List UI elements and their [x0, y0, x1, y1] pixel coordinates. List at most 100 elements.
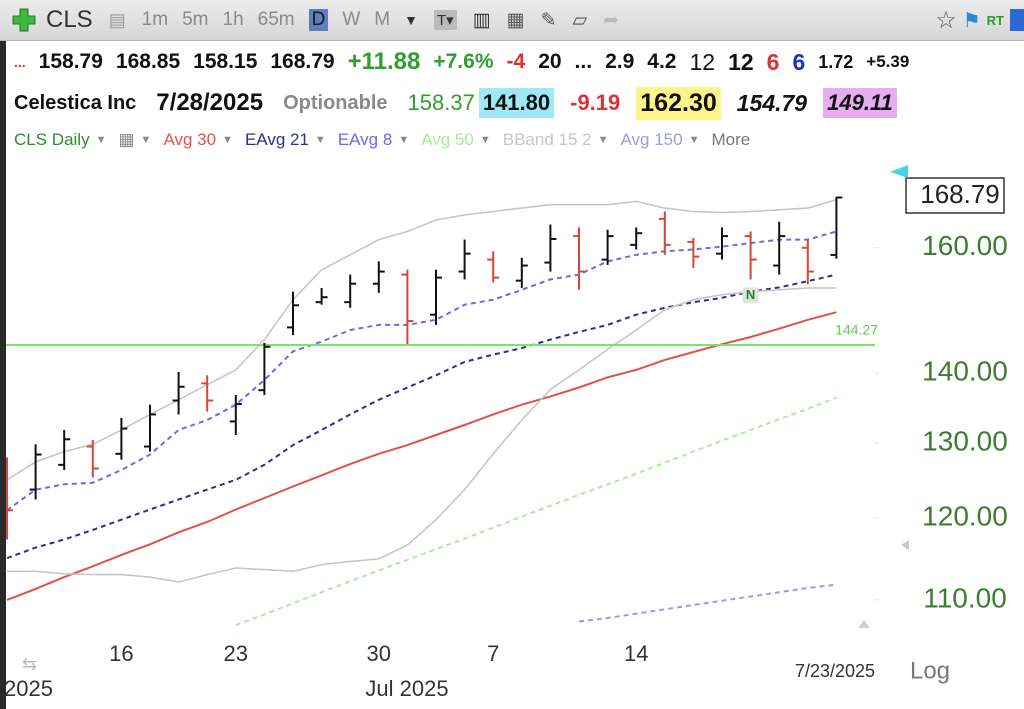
icon[interactable]: ☆ [935, 6, 957, 34]
more-button[interactable]: More [711, 130, 751, 149]
info-field: 162.30 [636, 86, 721, 120]
interval-button[interactable]: W [342, 9, 361, 30]
quote-field: ... [574, 50, 593, 73]
quote-field: ... [14, 54, 26, 70]
legend-entry[interactable]: BBand 15 2 [502, 130, 592, 149]
realtime[interactable]: RT [986, 12, 1004, 28]
annotation: N [746, 287, 755, 302]
quote-field: 168.79 [270, 50, 335, 73]
dropdown[interactable]: ▼ [688, 134, 700, 146]
info-field: 141.80 [478, 88, 555, 118]
toolbar: CLS ▤ 1m 5m 1h 65m D W M ▼ T▾ ▥ ▦ ✎ ▱ ➦ ☆ ⚑ RT [0, 0, 1024, 41]
quote-field: +7.6% [433, 50, 494, 73]
legend-entry[interactable]: Avg 50 [421, 130, 474, 149]
dropdown[interactable]: ▼ [479, 134, 491, 146]
info-field: -9.19 [570, 90, 621, 115]
price-marker [890, 165, 908, 178]
ma-line [235, 396, 837, 626]
band-upper [6, 198, 837, 481]
symbol[interactable]: CLS [46, 6, 93, 33]
quote-field: 12 [689, 48, 716, 75]
indicator-legend: CLS Daily ▼ ▦ ▼ Avg 30 ▼ EAvg 21 ▼ EAvg … [14, 126, 1024, 154]
company-name: Celestica Inc [14, 91, 137, 114]
quote-field: +5.39 [866, 52, 910, 71]
y-tick-label: 130.00 [922, 425, 1008, 456]
dropdown[interactable]: ▼ [398, 134, 410, 146]
icon[interactable]: ✎ [540, 9, 557, 31]
y-tick-label: 110.00 [923, 582, 1007, 613]
annotation-box [742, 287, 759, 304]
quote-field: +11.88 [347, 48, 421, 75]
icon[interactable]: ▥ [472, 9, 491, 31]
period-label: 2025 [4, 676, 53, 701]
icon[interactable]: ▦ [118, 130, 135, 149]
quote-field: 12 [728, 48, 754, 75]
band-lower [7, 287, 837, 583]
quote-field: 6 [792, 48, 806, 75]
dropdown[interactable]: ▼ [95, 134, 107, 146]
interval-button[interactable]: D [308, 9, 329, 31]
ma-line [578, 583, 837, 623]
y-tick-label: 140.00 [922, 356, 1008, 387]
legend-entry[interactable]: EAvg 8 [337, 130, 393, 149]
info-field: 158.37 [407, 90, 475, 115]
dropdown[interactable]: ▼ [314, 134, 326, 146]
ma-line [6, 311, 837, 601]
dropdown[interactable]: ▼ [404, 12, 418, 28]
quote-row: ... 158.79 168.85 158.15 168.79 +11.88 +… [14, 44, 1024, 80]
dropdown[interactable]: ▼ [597, 134, 609, 146]
level-label: 144.27 [835, 322, 878, 338]
icon[interactable]: ▤ [108, 9, 126, 30]
quote-field: 20 [538, 50, 562, 73]
dropdown[interactable]: ▼ [222, 134, 233, 146]
quote-field: -4 [506, 50, 526, 73]
intervals: 1m 5m 1h 65m D W M [142, 9, 404, 31]
quote-field: 158.79 [38, 50, 103, 73]
scale-toggle[interactable]: Log [910, 657, 950, 684]
icon[interactable]: ⚑ [962, 9, 981, 32]
icon[interactable]: ▦ [506, 9, 525, 31]
chart-name[interactable]: CLS Daily [14, 130, 90, 149]
legend-entry[interactable]: Avg 30 [163, 130, 217, 149]
scroll-marker [858, 620, 870, 628]
interval-button[interactable]: M [374, 9, 391, 30]
optionable: Optionable [283, 91, 388, 114]
icon[interactable]: T▾ [433, 10, 457, 30]
x-tick-label: 7 [487, 641, 499, 666]
interval-button[interactable]: 1m [141, 9, 169, 30]
quote-field: 1.72 [818, 51, 854, 72]
add-button[interactable] [10, 6, 38, 34]
interval-button[interactable]: 5m [182, 9, 209, 30]
y-tick-label: 120.00 [922, 501, 1008, 532]
ma-line [6, 273, 837, 560]
x-tick-label: 30 [367, 641, 391, 666]
interval-button[interactable]: 65m [257, 9, 295, 30]
x-tick-label: 14 [624, 641, 648, 666]
info-field: 149.11 [823, 88, 897, 118]
scroll-icon[interactable]: ⇆ [22, 654, 37, 674]
info-row: Celestica Inc 7/28/2025 Optionable 158.3… [14, 84, 1024, 122]
legend-entry[interactable]: Avg 150 [620, 130, 683, 149]
scroll-marker [901, 540, 909, 550]
dropdown[interactable]: ▼ [140, 134, 152, 146]
x-tick-label: 23 [224, 641, 248, 666]
ma-line [6, 230, 837, 512]
quote-field: 168.85 [115, 50, 181, 73]
icon[interactable]: ▱ [572, 9, 588, 31]
last-price-label: 168.79 [920, 179, 1000, 209]
quote-field: 6 [766, 48, 780, 75]
interval-button[interactable]: 1h [222, 9, 244, 30]
period-label: Jul 2025 [365, 676, 448, 701]
last-date: 7/23/2025 [795, 661, 875, 681]
icon[interactable]: ➦ [603, 9, 620, 31]
legend-entry[interactable]: EAvg 21 [244, 130, 309, 149]
icon[interactable] [1010, 9, 1024, 31]
quote-field: 158.15 [193, 50, 258, 73]
quote-field: 4.2 [647, 50, 677, 73]
left-border [0, 40, 6, 709]
x-tick-label: 16 [109, 641, 133, 666]
info-field: 154.79 [736, 89, 808, 116]
last-price-box [905, 177, 1005, 214]
